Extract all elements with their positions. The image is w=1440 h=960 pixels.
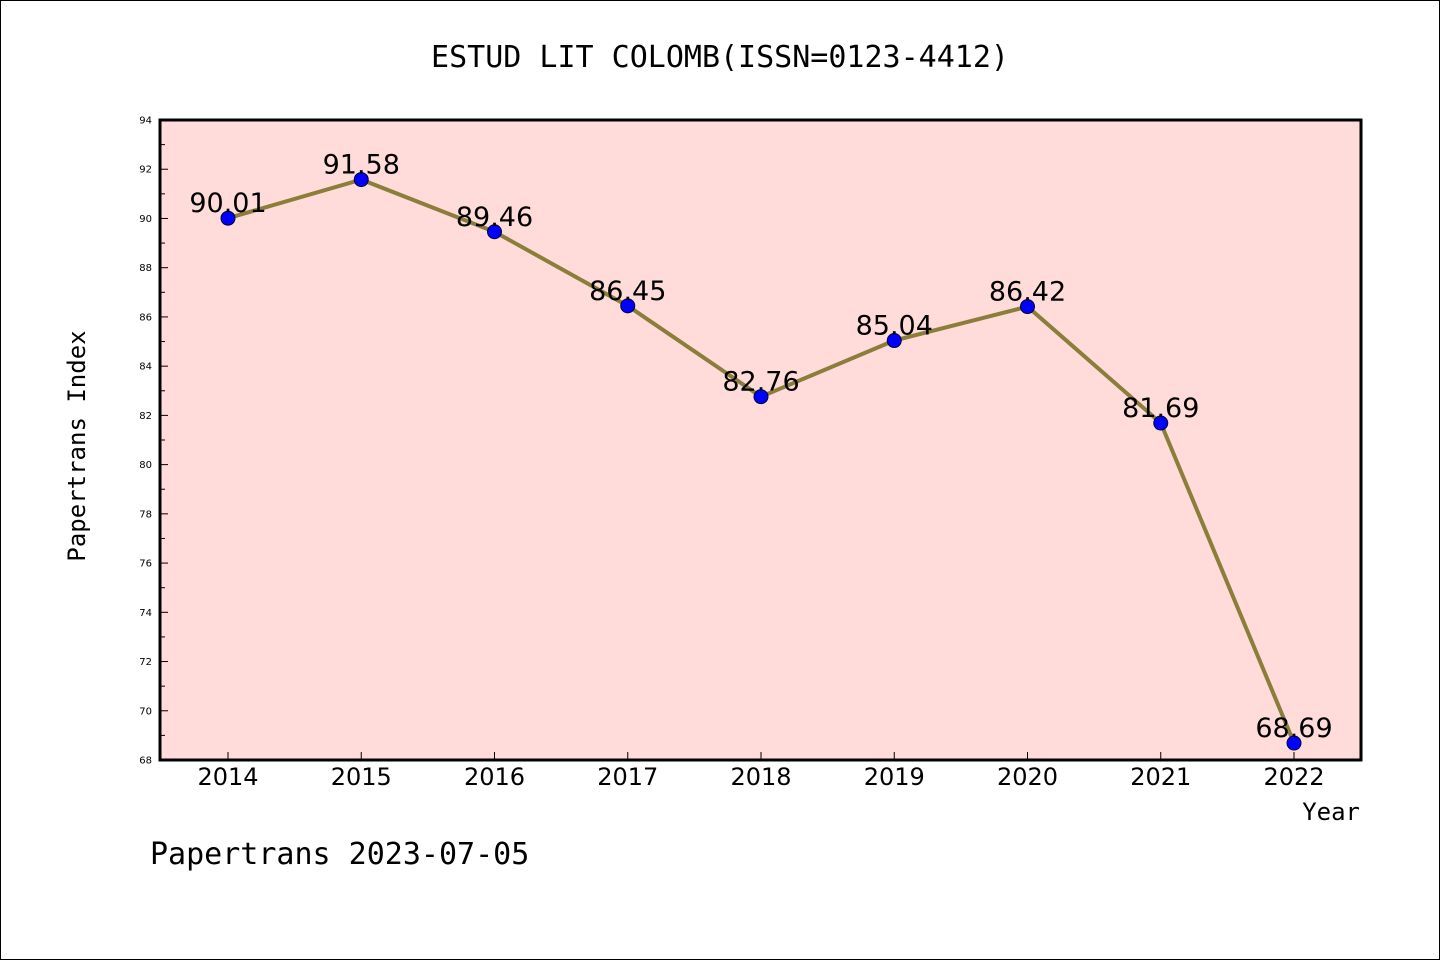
y-tick-label: 76 <box>139 559 152 570</box>
data-label: 90.01 <box>189 188 266 219</box>
x-tick-label: 2016 <box>464 763 525 791</box>
y-tick-label: 84 <box>139 362 152 373</box>
y-tick-label: 90 <box>139 214 152 225</box>
x-axis-ticks: 2014 2015 2016 2017 2018 2019 2020 2021 2022 <box>197 752 1325 791</box>
x-tick-label: 2022 <box>1263 763 1324 791</box>
footer-text: Papertrans 2023-07-05 <box>150 837 529 872</box>
x-tick-label: 2019 <box>864 763 925 791</box>
data-point <box>1020 299 1035 315</box>
y-axis-label: Papertrans Index <box>63 330 91 561</box>
data-point <box>1153 415 1169 431</box>
x-tick-label: 2017 <box>597 763 658 791</box>
x-tick-label: 2014 <box>197 763 258 791</box>
data-label: 86.42 <box>989 277 1066 308</box>
data-point <box>220 210 236 226</box>
x-tick-label: 2018 <box>730 763 791 791</box>
data-point <box>886 333 902 349</box>
data-point <box>1286 735 1302 751</box>
y-axis-ticks: 68 70 72 74 76 78 80 82 84 86 88 90 92 94 <box>139 116 168 767</box>
plot-area <box>160 120 1361 760</box>
data-label: 82.76 <box>722 367 799 398</box>
y-tick-label: 68 <box>139 756 152 767</box>
y-tick-label: 86 <box>139 312 152 323</box>
data-label: 85.04 <box>856 311 933 342</box>
x-tick-label: 2021 <box>1130 763 1191 791</box>
data-point <box>353 172 369 188</box>
y-tick-label: 82 <box>139 411 152 422</box>
x-axis-label: Year <box>1302 798 1360 826</box>
y-tick-label: 94 <box>139 116 152 127</box>
y-tick-label: 70 <box>139 706 152 717</box>
y-tick-label: 74 <box>139 608 152 619</box>
y-tick-label: 92 <box>139 165 152 176</box>
data-label: 91.58 <box>323 150 400 181</box>
data-label: 81.69 <box>1122 393 1199 424</box>
data-point <box>753 389 769 405</box>
data-labels: 90.01 91.58 89.46 86.45 82.76 85.04 86.42 81.69… <box>189 150 1332 744</box>
chart-title: ESTUD LIT COLOMB(ISSN=0123-4412) <box>431 40 1009 75</box>
y-tick-label: 80 <box>139 460 152 471</box>
data-label: 89.46 <box>456 202 533 233</box>
y-tick-label: 88 <box>139 263 152 274</box>
x-tick-label: 2020 <box>997 763 1058 791</box>
plot-border <box>158 118 1363 762</box>
data-label: 86.45 <box>589 276 666 307</box>
y-tick-label: 72 <box>139 657 152 668</box>
data-label: 68.69 <box>1255 713 1332 744</box>
y-tick-label: 78 <box>139 509 152 520</box>
data-point <box>487 224 502 240</box>
data-point <box>620 298 636 314</box>
series-markers <box>220 172 1302 751</box>
x-tick-label: 2015 <box>331 763 392 791</box>
